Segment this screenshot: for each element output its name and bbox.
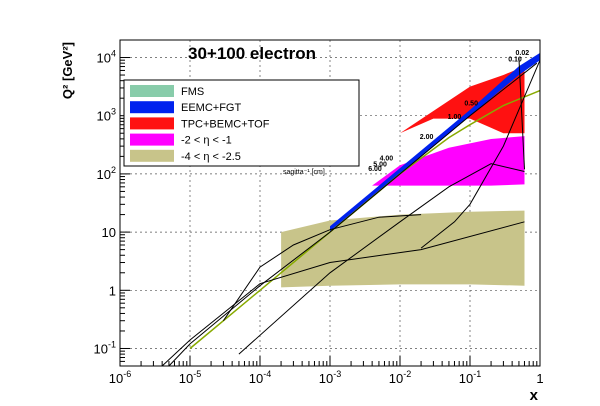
legend-swatch <box>130 133 174 146</box>
black-curve <box>222 214 422 321</box>
legend-label: EEMC+FGT <box>181 102 241 114</box>
sagitta-value-label: 2.00 <box>420 134 434 141</box>
sagitta-value-label: 0.50 <box>464 100 478 107</box>
legend-swatch <box>130 101 174 114</box>
x-tick-label: 10-1 <box>459 369 481 386</box>
black-curve <box>168 62 538 367</box>
sagitta-value-label: 6.00 <box>368 166 382 173</box>
band-2-1 <box>372 136 525 186</box>
chart-title: 30+100 electron <box>188 44 316 63</box>
legend-label: -4 < η < -2.5 <box>181 151 241 163</box>
black-curve <box>161 221 525 367</box>
lines <box>161 57 541 367</box>
sagitta-value-label: 0.02 <box>516 50 530 57</box>
sagitta-value-label: 1.00 <box>448 114 462 121</box>
x-tick-label: 10-5 <box>179 369 201 386</box>
annotations: 0.020.10 0.501.00 2.00 4.005.006.00 <box>368 50 529 173</box>
sagitta-label: sagitta⁻¹ [cm] <box>283 169 325 176</box>
black-curve <box>518 57 525 170</box>
legend-label: TPC+BEMC+TOF <box>181 118 270 130</box>
sagitta-value-label: 0.10 <box>508 57 522 64</box>
legend-swatch <box>130 149 174 162</box>
y-tick-label: 104 <box>97 49 116 66</box>
bands <box>281 52 540 288</box>
sagitta-value-label: 4.00 <box>380 155 394 162</box>
x-tick-label: 10-4 <box>249 369 271 386</box>
x-axis-label: x <box>530 387 539 404</box>
x-tick-label: 10-3 <box>319 369 341 386</box>
band-tpc-bemc-tof <box>400 66 525 134</box>
y-tick-label: 103 <box>97 107 116 124</box>
band-eemc-fgt <box>330 52 540 233</box>
y-tick-label: 10 <box>102 225 116 240</box>
legend-label: -2 < η < -1 <box>181 135 232 147</box>
legend-label: FMS <box>181 86 204 98</box>
x-tick-label: 10-6 <box>109 369 131 386</box>
ticks: 10-6 10-5 10-4 10-3 10-2 10-1 1 10-1 1 10 102 103 10… <box>94 39 544 386</box>
black-curve <box>420 60 541 249</box>
y-tick-label: 10-1 <box>94 339 116 356</box>
sagitta-value-label: 5.00 <box>373 161 387 168</box>
legend: FMS EEMC+FGT TPC+BEMC+TOF -2 < η < -1 -4 < η… <box>123 79 360 167</box>
legend-swatch <box>130 85 174 97</box>
legend-swatch <box>130 117 174 130</box>
y-tick-label: 1 <box>109 283 116 298</box>
x-tick-label: 1 <box>536 371 543 386</box>
x-tick-label: 10-2 <box>389 369 411 386</box>
black-curve <box>238 163 525 355</box>
y-tick-label: 102 <box>97 165 116 182</box>
y-axis-label: Q² [GeV²] <box>60 42 75 99</box>
band-4-2-5 <box>281 210 525 288</box>
